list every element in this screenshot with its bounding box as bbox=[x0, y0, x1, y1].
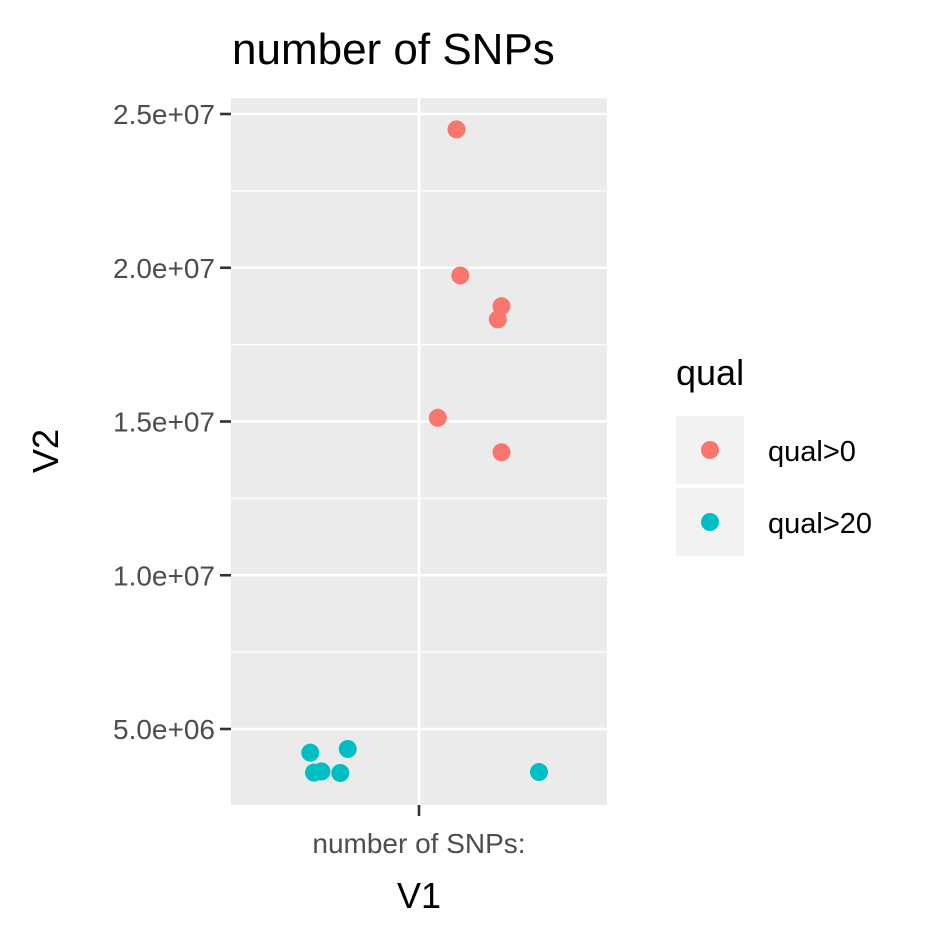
data-point-qual-20 bbox=[312, 762, 331, 781]
legend-label: qual>0 bbox=[768, 436, 856, 468]
data-point-qual-0 bbox=[451, 266, 470, 285]
data-points bbox=[301, 120, 548, 782]
legend-label: qual>20 bbox=[768, 508, 872, 540]
y-tick-label: 1.5e+07 bbox=[113, 407, 215, 438]
major-gridlines bbox=[231, 98, 607, 805]
x-axis-title: V1 bbox=[397, 875, 441, 916]
x-axis: number of SNPs: bbox=[312, 805, 526, 859]
x-tick-label: number of SNPs: bbox=[312, 828, 525, 859]
data-point-qual-20 bbox=[338, 739, 357, 758]
legend: qual qual>0 qual>20 bbox=[676, 352, 872, 556]
data-point-qual-0 bbox=[492, 443, 511, 462]
legend-key-point bbox=[701, 441, 719, 459]
data-point-qual-20 bbox=[530, 763, 548, 782]
data-point-qual-20 bbox=[301, 743, 320, 762]
y-tick-label: 5.0e+06 bbox=[113, 714, 215, 745]
data-point-qual-0 bbox=[488, 310, 507, 329]
y-axis-title: V2 bbox=[25, 429, 66, 473]
chart-title: number of SNPs bbox=[232, 25, 555, 74]
y-tick-label: 2.0e+07 bbox=[113, 253, 215, 284]
data-point-qual-0 bbox=[428, 408, 447, 427]
legend-key-point bbox=[701, 513, 719, 531]
data-point-qual-0 bbox=[447, 120, 466, 139]
data-point-qual-20 bbox=[331, 763, 350, 782]
y-axis: 5.0e+06 1.0e+07 1.5e+07 2.0e+07 2.5e+07 bbox=[113, 99, 231, 745]
y-tick-label: 2.5e+07 bbox=[113, 99, 215, 130]
legend-title: qual bbox=[676, 352, 744, 393]
y-tick-label: 1.0e+07 bbox=[113, 560, 215, 591]
